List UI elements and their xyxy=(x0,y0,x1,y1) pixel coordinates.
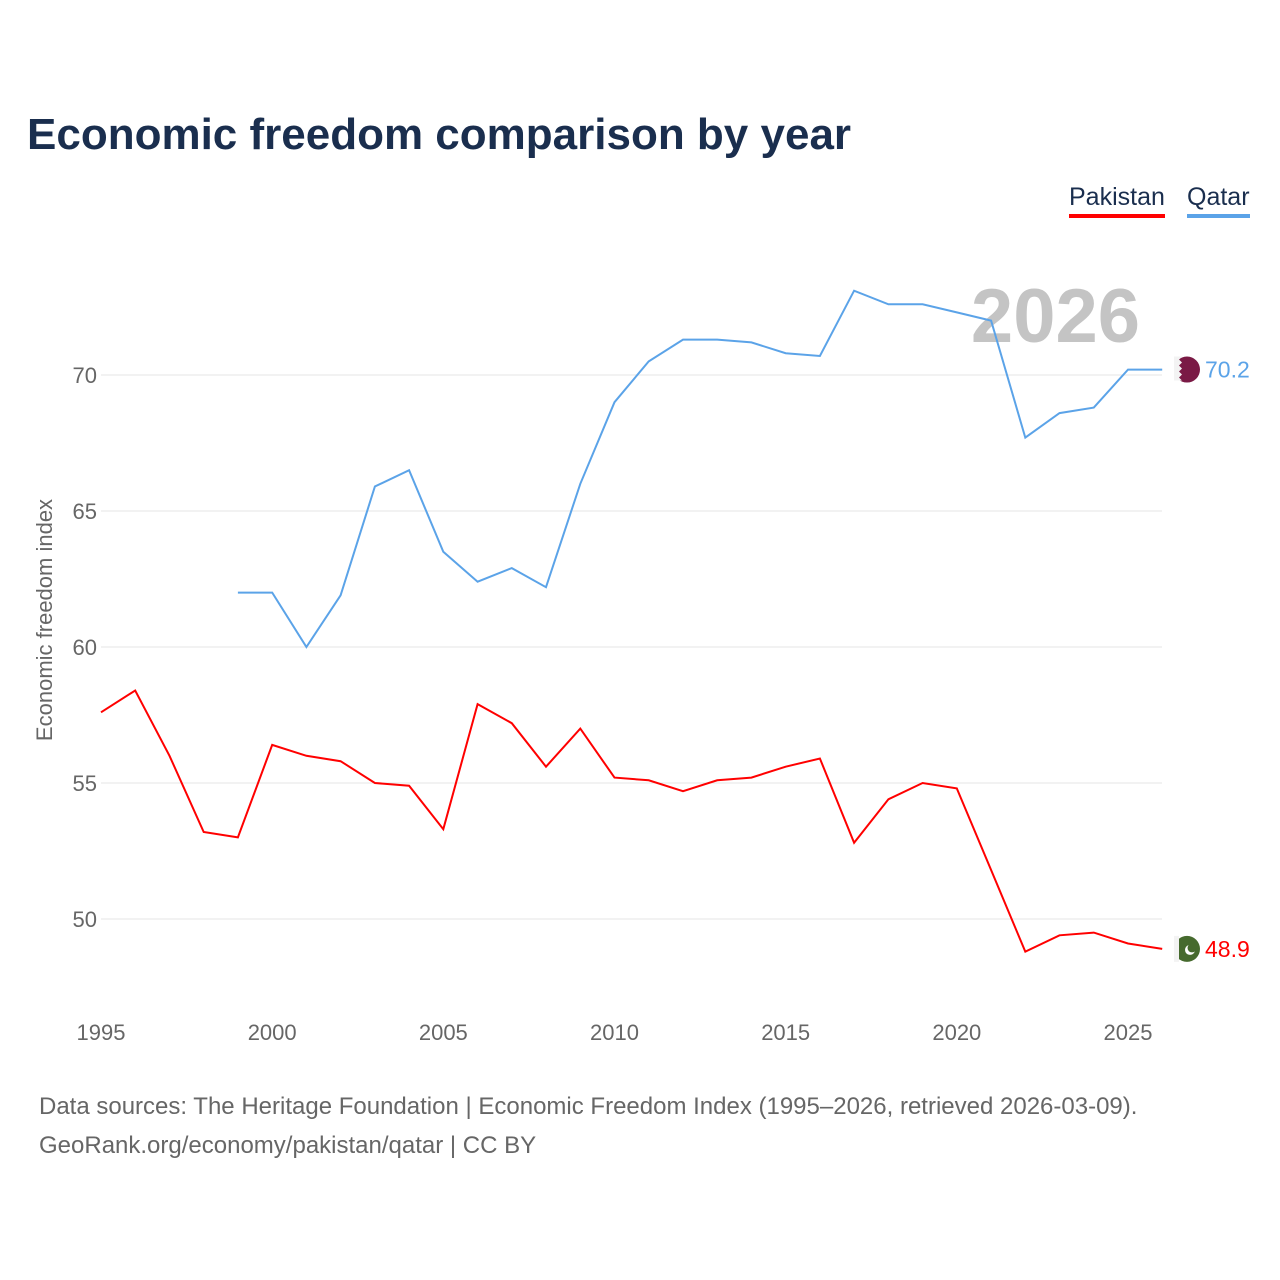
x-tick-label: 1995 xyxy=(77,1020,126,1045)
x-tick-label: 2005 xyxy=(419,1020,468,1045)
source-note: Data sources: The Heritage Foundation | … xyxy=(39,1087,1137,1165)
y-tick-label: 50 xyxy=(73,907,97,932)
y-tick-label: 65 xyxy=(73,499,97,524)
chart-title: Economic freedom comparison by year xyxy=(27,110,852,159)
x-tick-label: 2015 xyxy=(761,1020,810,1045)
end-value-label: 70.2 xyxy=(1205,357,1250,383)
x-tick-label: 2010 xyxy=(590,1020,639,1045)
source-url-line[interactable]: GeoRank.org/economy/pakistan/qatar | CC … xyxy=(39,1132,537,1159)
x-tick-label: 2000 xyxy=(248,1020,297,1045)
y-tick-label: 60 xyxy=(73,635,97,660)
pakistan-flag-icon xyxy=(1174,935,1200,962)
series-line-pakistan xyxy=(100,689,1163,953)
year-watermark: 2026 xyxy=(971,274,1140,359)
x-tick-label: 2025 xyxy=(1104,1020,1153,1045)
y-tick-label: 55 xyxy=(73,771,97,796)
y-tick-label: 70 xyxy=(73,363,97,388)
x-tick-label: 2020 xyxy=(932,1020,981,1045)
legend-qatar[interactable]: Qatar xyxy=(1187,183,1250,218)
end-value-label: 48.9 xyxy=(1205,936,1250,962)
legend-pakistan[interactable]: Pakistan xyxy=(1069,183,1165,218)
y-axis-label: Economic freedom index xyxy=(32,499,57,741)
series-line-qatar xyxy=(237,289,1163,649)
source-line: Data sources: The Heritage Foundation | … xyxy=(39,1093,1138,1120)
qatar-flag-icon xyxy=(1174,356,1200,383)
